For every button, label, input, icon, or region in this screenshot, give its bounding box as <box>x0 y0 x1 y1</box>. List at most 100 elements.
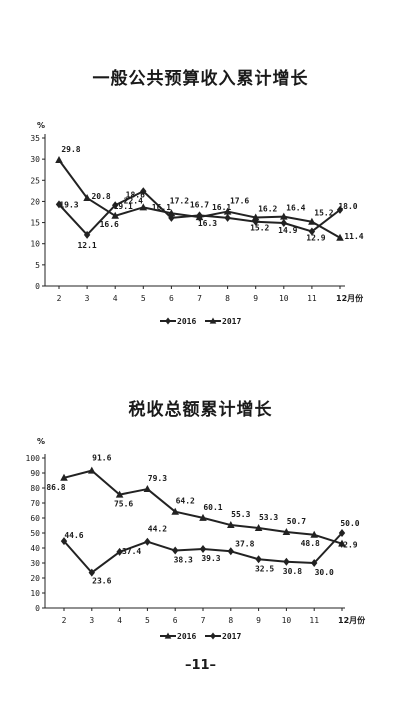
series-2017-data-label: 17.6 <box>230 197 249 206</box>
series-2016-point <box>199 513 207 521</box>
x-tick-label: 12月份 <box>338 615 366 625</box>
series-2016-point <box>310 530 318 538</box>
series-2016-point <box>55 200 63 209</box>
series-2016-data-label: 42.9 <box>338 541 357 550</box>
series-2016-data-label: 22.4 <box>124 196 143 205</box>
series-2016-point <box>224 213 231 222</box>
x-tick-label: 3 <box>85 294 90 303</box>
series-2017-point <box>336 233 344 241</box>
series-2017-data-label: 16.3 <box>198 219 217 228</box>
y-axis-unit: % <box>37 437 45 446</box>
x-tick-label: 7 <box>197 294 202 303</box>
x-tick-label: 4 <box>113 294 118 303</box>
x-tick-label: 11 <box>307 294 317 303</box>
y-tick-label: 60 <box>30 514 40 523</box>
series-2016-data-label: 64.2 <box>176 497 195 506</box>
series-2017-data-label: 18.6 <box>126 190 145 199</box>
series-2017-point <box>195 213 204 221</box>
series-2017-point <box>60 537 68 546</box>
series-2017-data-label: 37.8 <box>235 539 254 548</box>
series-2017-point <box>144 537 151 546</box>
x-tick-label: 5 <box>141 294 146 303</box>
legend-2017-label: 2017 <box>222 317 241 326</box>
series-2017-point <box>167 209 176 217</box>
series-2016-point <box>140 187 147 196</box>
y-tick-label: 20 <box>30 574 40 583</box>
series-2016-data-label: 18.0 <box>338 202 357 211</box>
series-2017-point <box>280 212 288 220</box>
series-2016-point <box>112 201 119 210</box>
series-2016-point <box>143 485 152 493</box>
series-2016-data-label: 86.8 <box>46 483 65 492</box>
series-2016-data-label: 55.3 <box>231 510 250 519</box>
series-2016-data-label: 48.8 <box>301 539 320 548</box>
series-2017-data-label: 32.5 <box>255 564 274 573</box>
x-tick-label: 3 <box>89 616 94 625</box>
series-2017-point <box>311 559 318 567</box>
series-2017-point <box>308 217 316 225</box>
x-tick-label: 10 <box>282 616 292 625</box>
series-2016-data-label: 16.7 <box>190 200 209 209</box>
y-tick-label: 50 <box>30 529 40 538</box>
x-tick-label: 6 <box>169 294 174 303</box>
series-2016-data-label: 91.6 <box>92 454 111 463</box>
chart-1-title: 一般公共预算收入累计增长 <box>92 69 309 89</box>
y-axis-unit: % <box>37 121 45 130</box>
y-tick-label: 100 <box>26 454 41 463</box>
series-2016-point <box>60 473 68 481</box>
series-2017-point <box>55 155 63 163</box>
y-tick-label: 80 <box>30 484 40 493</box>
series-2016-point <box>308 227 316 236</box>
y-tick-label: 90 <box>30 469 40 478</box>
x-tick-label: 2 <box>62 616 67 625</box>
series-2016-point <box>338 539 346 547</box>
series-2016-data-label: 12.9 <box>306 233 325 242</box>
series-2016-data-label: 19.3 <box>59 200 78 209</box>
series-2017-data-label: 38.3 <box>174 556 193 565</box>
chart-2-svg: % 0 10 20 30 40 50 60 70 80 90 100 2 3 4 5 6 7 8 9 10 11 12月份 8… <box>26 437 367 641</box>
x-tick-label: 2 <box>57 294 62 303</box>
legend-2016-label: 2016 <box>177 317 196 326</box>
series-2017-point <box>338 529 346 537</box>
y-tick-label: 70 <box>30 499 40 508</box>
x-tick-label: 7 <box>201 616 206 625</box>
series-2017-point <box>139 203 148 211</box>
series-2017-point <box>116 547 123 556</box>
x-tick-label: 9 <box>256 616 261 625</box>
series-2017-data-label: 30.8 <box>283 567 302 576</box>
y-tick-label: 30 <box>30 155 40 164</box>
series-2016-data-label: 14.9 <box>278 226 297 235</box>
y-tick-label: 5 <box>35 261 40 270</box>
y-tick-label: 10 <box>30 240 40 249</box>
x-tick-label: 5 <box>145 616 150 625</box>
series-2017-data-label: 11.4 <box>344 232 363 241</box>
series-2017-point <box>255 555 262 564</box>
y-tick-label: 25 <box>30 176 40 185</box>
series-2016-data-label: 15.2 <box>250 224 269 233</box>
x-tick-label: 9 <box>253 294 258 303</box>
series-2017-data-label: 29.8 <box>61 145 80 154</box>
series-2017-data-label: 15.2 <box>314 209 333 218</box>
series-2016-data-label: 16.1 <box>152 203 171 212</box>
legend-2016-marker <box>165 317 171 325</box>
series-2016-point <box>171 507 179 515</box>
series-2017-data-label: 50.0 <box>340 519 359 528</box>
series-2016-data-label: 75.6 <box>114 500 133 509</box>
series-2016-point <box>88 466 96 474</box>
series-2017-data-label: 30.0 <box>315 568 334 577</box>
series-2016-data-label: 50.7 <box>287 517 306 526</box>
series-2017-data-label: 16.4 <box>286 204 305 213</box>
series-2017-point <box>199 545 207 554</box>
series-2016-point <box>336 205 344 214</box>
y-tick-label: 0 <box>35 282 40 291</box>
series-2017-point <box>83 194 91 202</box>
series-2016-data-label: 12.1 <box>77 241 96 250</box>
legend-2017-label: 2017 <box>222 632 241 641</box>
y-tick-label: 0 <box>35 604 40 613</box>
x-tick-label: 12月份 <box>336 293 364 303</box>
y-tick-label: 15 <box>30 219 40 228</box>
page-number: –11– <box>184 658 217 673</box>
x-tick-label: 6 <box>173 616 178 625</box>
series-2017-data-label: 44.6 <box>64 531 83 540</box>
series-2016-data-label: 79.3 <box>148 474 167 483</box>
